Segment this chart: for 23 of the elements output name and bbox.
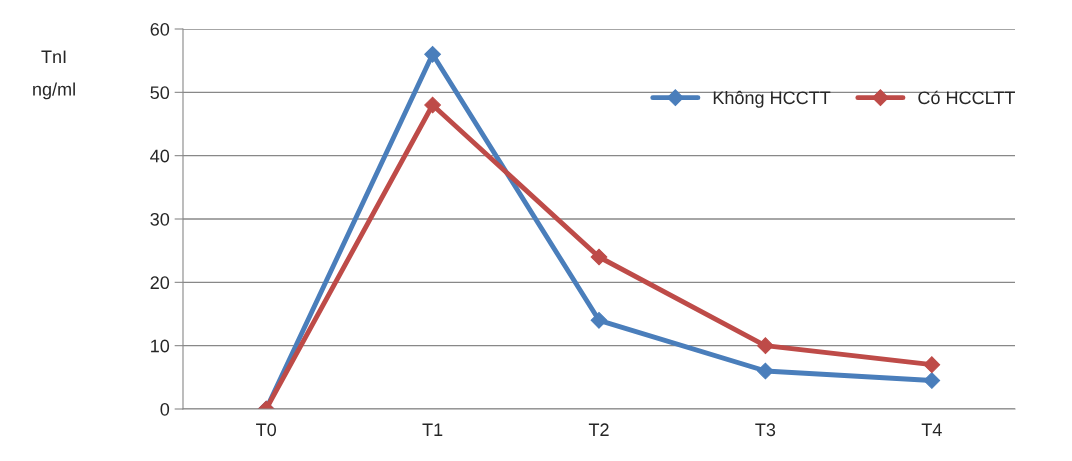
y-tick-label: 20 xyxy=(150,276,170,290)
point xyxy=(923,372,941,389)
x-tick-label: T3 xyxy=(755,423,776,437)
point xyxy=(424,45,441,63)
y-tick-label: 60 xyxy=(150,22,170,36)
point xyxy=(590,248,608,266)
y-tick-label: 0 xyxy=(160,402,170,416)
y-axis-title: TnI ng/ml xyxy=(33,50,75,100)
point xyxy=(757,337,774,355)
legend-label: Có HCCLTT xyxy=(918,90,1015,105)
x-tick-label: T4 xyxy=(921,423,942,436)
point xyxy=(923,356,941,374)
x-tick-label: T0 xyxy=(256,423,277,437)
point xyxy=(757,362,774,380)
y-tick-label: 50 xyxy=(150,86,170,100)
legend-label: Không HCCTT xyxy=(713,90,831,108)
x-tick-label: T1 xyxy=(422,423,443,436)
point xyxy=(590,311,608,329)
point xyxy=(424,96,441,114)
y-tick-label: 40 xyxy=(150,149,170,163)
y-tick-label: 10 xyxy=(151,339,170,353)
y-tick-label: 30 xyxy=(150,212,170,226)
x-tick-label: T2 xyxy=(588,423,609,436)
